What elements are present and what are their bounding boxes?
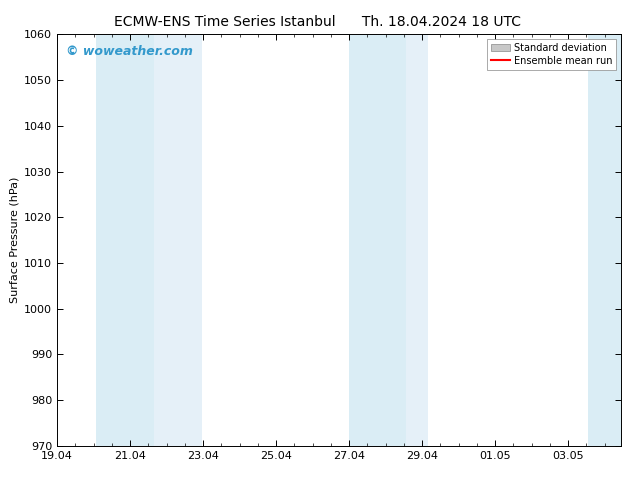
Bar bbox=[588, 34, 621, 446]
Text: © woweather.com: © woweather.com bbox=[65, 45, 192, 58]
Y-axis label: Surface Pressure (hPa): Surface Pressure (hPa) bbox=[10, 177, 20, 303]
Legend: Standard deviation, Ensemble mean run: Standard deviation, Ensemble mean run bbox=[487, 39, 616, 70]
Bar bbox=[96, 34, 154, 446]
Bar bbox=[349, 34, 406, 446]
Text: ECMW-ENS Time Series Istanbul      Th. 18.04.2024 18 UTC: ECMW-ENS Time Series Istanbul Th. 18.04.… bbox=[113, 15, 521, 29]
Bar bbox=[406, 34, 428, 446]
Bar bbox=[154, 34, 202, 446]
